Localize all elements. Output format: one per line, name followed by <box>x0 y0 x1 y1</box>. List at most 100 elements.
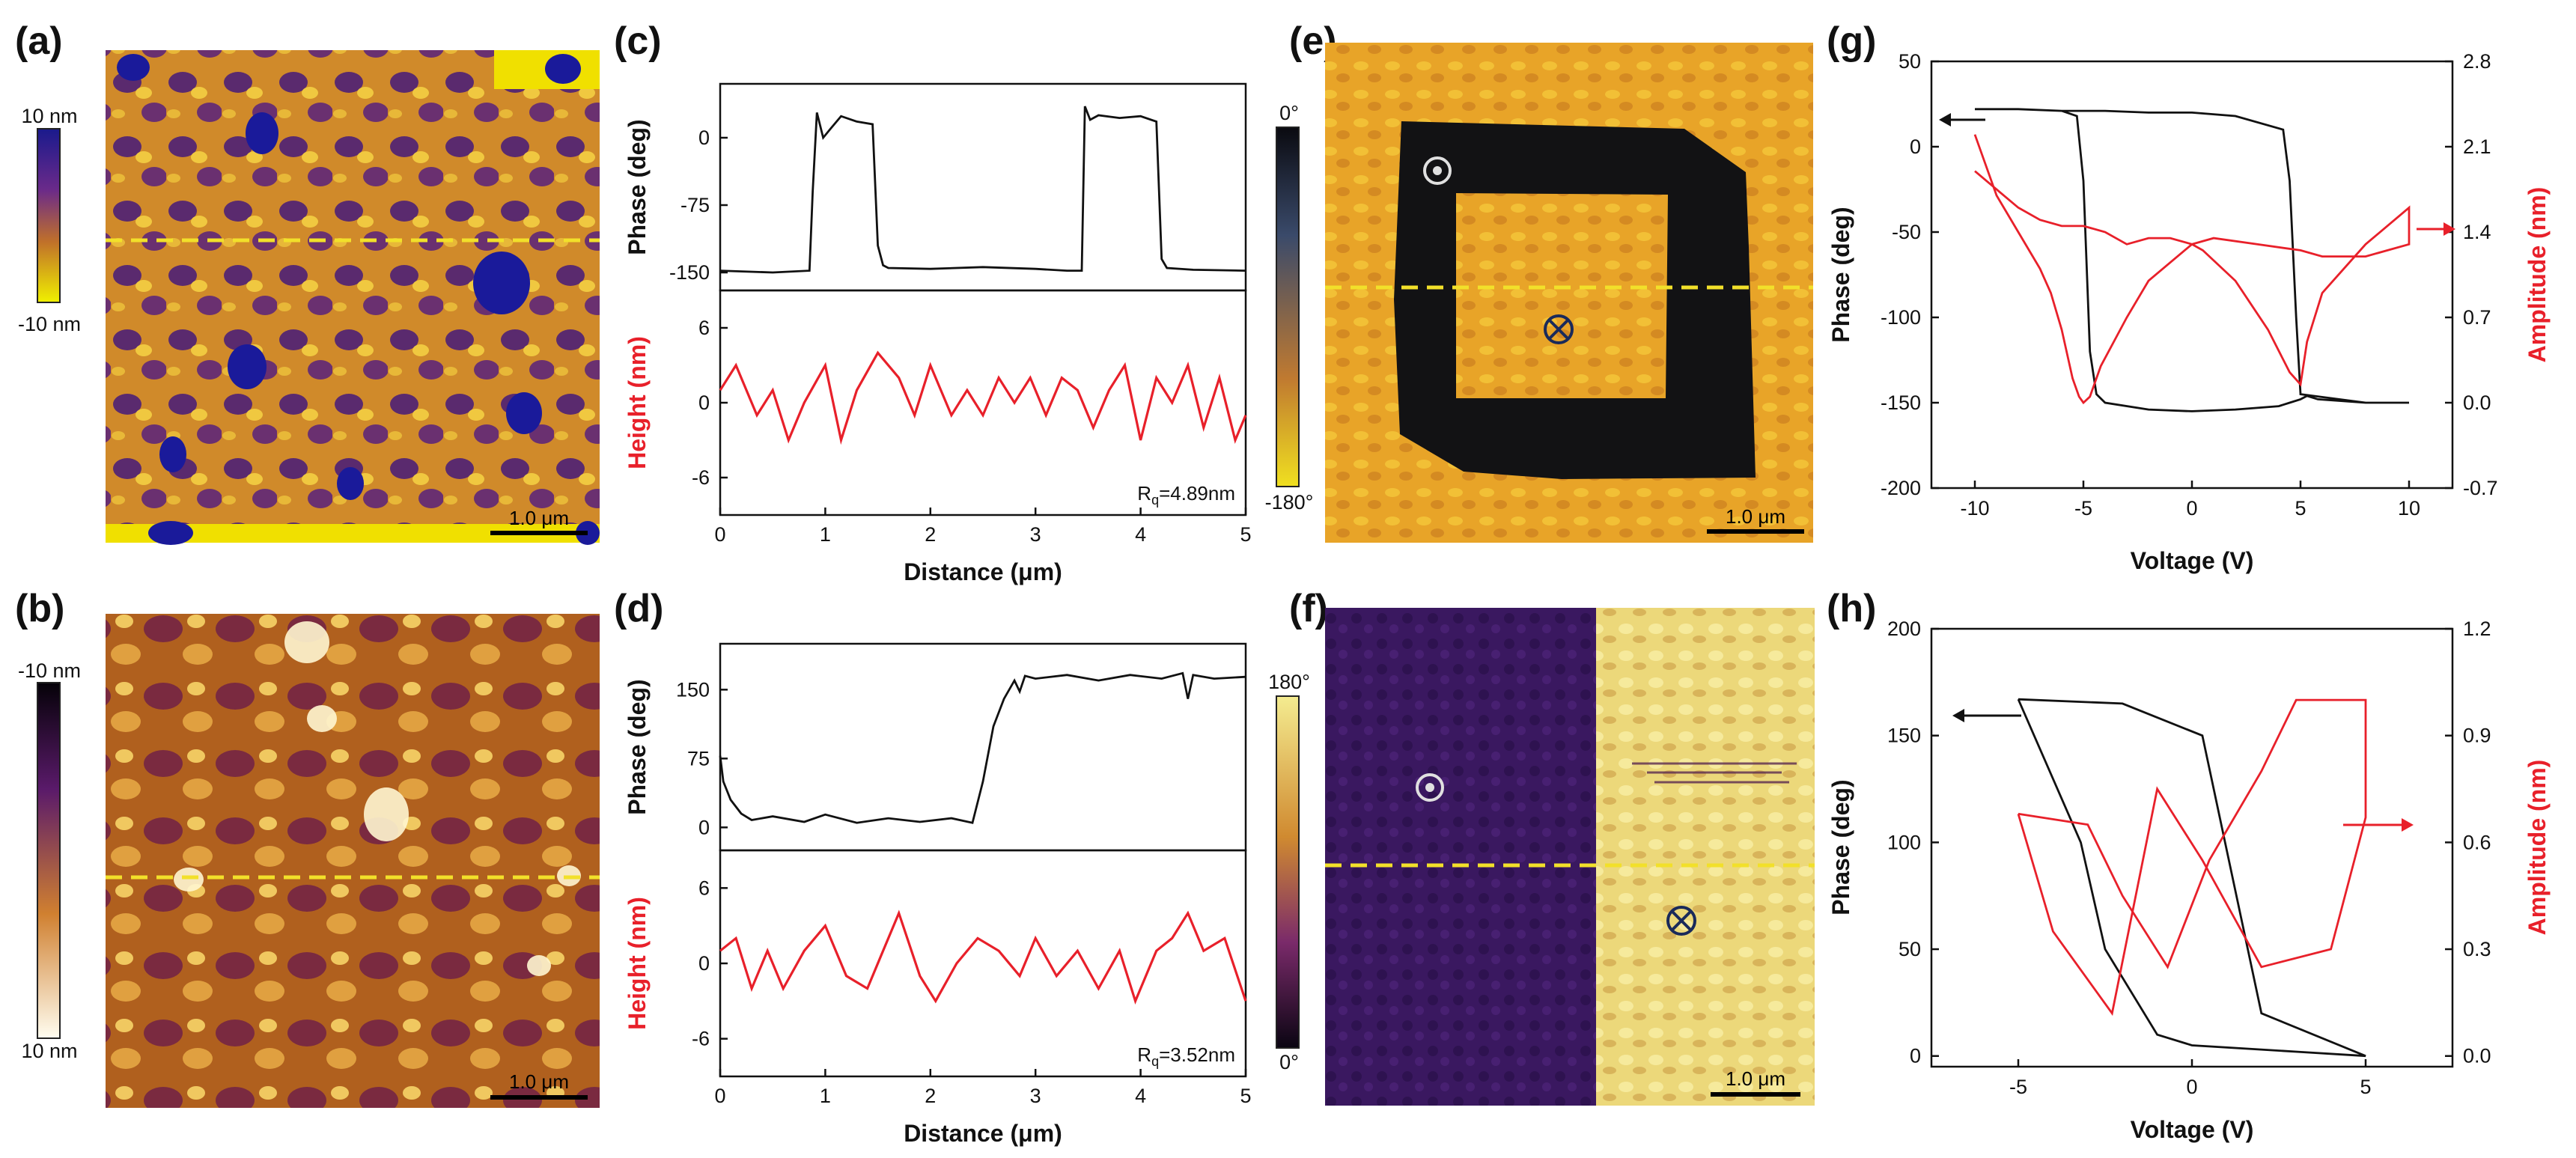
panel-a: (a) 10 nm -10 nm 1.0 μm <box>15 19 600 545</box>
panel-d-height-series <box>719 909 1247 1005</box>
panel-h-ylabel-left: Phase (deg) <box>1827 779 1854 915</box>
panel-h-amplitude-loop <box>2017 698 2367 1017</box>
panel-c-xlabel: Distance (μm) <box>904 558 1062 585</box>
h-ytick-left-label: 150 <box>1887 725 1921 747</box>
d-bottom-ytick-label: 0 <box>698 952 710 975</box>
g-ytick-left-label: 0 <box>1910 135 1921 158</box>
panel-d-bottom-yticks: 6 0 -6 <box>692 877 728 1050</box>
panel-b-bright-grains <box>174 621 581 976</box>
h-ytick-left-label: 100 <box>1887 831 1921 853</box>
c-xtick-label: 5 <box>1240 523 1251 546</box>
panel-h-label: (h) <box>1827 587 1876 630</box>
panel-f-colorbar-max: 180° <box>1268 671 1310 693</box>
panel-g-frame <box>1930 60 2454 490</box>
panel-g-ticks: -10 -5 0 5 10500-50-100-150-2002.82.11.40.70… <box>1881 50 2498 519</box>
panel-b-afm-topography <box>106 614 600 1108</box>
panel-a-dark-grains <box>117 54 600 545</box>
g-ytick-left-label: -150 <box>1881 391 1921 414</box>
panel-c-height-series <box>719 350 1247 445</box>
panel-d-top-ylabel: Phase (deg) <box>624 679 651 814</box>
panel-d-top-yticks: 150 75 0 <box>676 678 728 838</box>
c-xtick-label: 1 <box>820 523 831 546</box>
g-ytick-right-label: 2.8 <box>2463 50 2491 73</box>
panel-a-label: (a) <box>15 19 63 63</box>
g-xtick-label: -10 <box>1960 497 1989 519</box>
panel-e: (e) 0° -180° 1.0 μm <box>1265 19 1813 543</box>
panel-d-bottom-ylabel: Height (nm) <box>624 897 651 1030</box>
panel-f-scalebar-label: 1.0 μm <box>1726 1067 1785 1090</box>
panel-g-label: (g) <box>1827 19 1876 63</box>
g-ytick-right-label: 1.4 <box>2463 221 2491 243</box>
panel-d-phase-series <box>719 671 1246 824</box>
g-xtick-label: -5 <box>2074 497 2092 519</box>
panel-e-colorbar <box>1276 127 1300 487</box>
panel-d-xticks: 0 1 2 3 4 5 <box>714 1069 1252 1107</box>
h-xtick-label: 5 <box>2360 1076 2371 1098</box>
panel-b-colorbar-max: -10 nm <box>18 659 81 682</box>
c-bottom-ytick-label: -6 <box>692 466 710 489</box>
panel-b-colorbar <box>37 682 61 1039</box>
panel-a-colorbar-max: 10 nm <box>21 105 77 127</box>
g-ytick-left-label: -100 <box>1881 306 1921 329</box>
panel-f-dot-symbol <box>1416 773 1444 802</box>
g-ytick-right-label: 0.7 <box>2463 306 2491 329</box>
panel-c-phase-series <box>719 106 1246 274</box>
panel-f-colorbar <box>1276 695 1300 1049</box>
panel-d-label: (d) <box>614 587 663 630</box>
panel-h-amplitude-axis-arrow <box>2343 818 2414 832</box>
panel-d: (d) 150 75 0 6 0 -6 0 1 2 3 4 5 Phase (deg) Heigh… <box>614 587 1252 1147</box>
panel-g-ylabel-left: Phase (deg) <box>1827 207 1854 342</box>
panel-c: (c) 0 -75 -150 6 0 -6 0 1 2 3 4 5 Phase (deg) Hei… <box>614 19 1252 585</box>
c-xtick-label: 0 <box>714 523 725 546</box>
h-ytick-right-label: 0.9 <box>2463 725 2491 747</box>
panel-a-colorbar <box>37 128 61 303</box>
d-top-ytick-label: 150 <box>676 678 710 701</box>
g-xtick-label: 5 <box>2295 497 2306 519</box>
panel-c-top-ylabel: Phase (deg) <box>624 119 651 255</box>
panel-f: (f) 180° 0° 1.0 μm <box>1268 587 1815 1106</box>
panel-d-bottom-frame <box>719 849 1247 1078</box>
panel-h: (h) -5 0 5 200 150 100 50 0 1.2 0.9 0.6 0.3 0.0 Phas… <box>1827 587 2551 1143</box>
d-bottom-ytick-label: -6 <box>692 1028 710 1050</box>
panel-h-phase-loop <box>2017 698 2366 1058</box>
panel-c-rq-annotation: Rq=4.89nm <box>1137 482 1235 508</box>
g-ytick-left-label: -50 <box>1892 221 1921 243</box>
panel-e-cross-symbol <box>1544 314 1574 344</box>
h-ytick-right-label: 0.0 <box>2463 1045 2491 1067</box>
panel-c-top-frame <box>719 82 1247 292</box>
d-bottom-ytick-label: 6 <box>698 877 710 899</box>
panel-h-ylabel-right: Amplitude (nm) <box>2524 760 2551 936</box>
panel-f-label: (f) <box>1289 587 1328 630</box>
panel-b-colorbar-min: 10 nm <box>21 1040 77 1062</box>
panel-h-ticks: -5 0 5 200 150 100 50 0 1.2 0.9 0.6 0.3 0.0 <box>1887 618 2491 1098</box>
g-ytick-left-label: 50 <box>1898 50 1921 73</box>
d-xtick-label: 0 <box>714 1085 725 1107</box>
c-top-ytick-label: -150 <box>669 261 710 284</box>
c-top-ytick-label: 0 <box>698 127 710 149</box>
d-xtick-label: 5 <box>1240 1085 1251 1107</box>
c-bottom-ytick-label: 6 <box>698 317 710 339</box>
panel-a-scalebar-label: 1.0 μm <box>509 507 569 529</box>
panel-d-top-frame <box>719 642 1247 852</box>
g-ytick-right-label: 0.0 <box>2463 391 2491 414</box>
panel-b: (b) -10 nm 10 nm 1.0 μm <box>15 587 600 1108</box>
panel-e-dot-symbol <box>1423 156 1452 185</box>
g-ytick-right-label: -0.7 <box>2463 477 2498 499</box>
panel-h-xlabel: Voltage (V) <box>2131 1116 2254 1143</box>
h-ytick-left-label: 0 <box>1910 1045 1921 1067</box>
panel-g-amplitude-loop <box>1973 134 2411 405</box>
panel-c-bottom-ylabel: Height (nm) <box>624 336 651 469</box>
h-ytick-right-label: 0.6 <box>2463 831 2491 853</box>
panel-d-xlabel: Distance (μm) <box>904 1120 1062 1147</box>
panel-g-ylabel-right: Amplitude (nm) <box>2524 187 2551 363</box>
panel-b-label: (b) <box>15 587 64 630</box>
panel-e-colorbar-max: 0° <box>1279 102 1299 124</box>
g-xtick-label: 10 <box>2398 497 2420 519</box>
g-ytick-right-label: 2.1 <box>2463 135 2491 158</box>
panel-g-amplitude-axis-arrow <box>2417 222 2455 236</box>
h-ytick-right-label: 1.2 <box>2463 618 2491 640</box>
g-xtick-label: 0 <box>2186 497 2197 519</box>
panel-f-scan-streaks <box>1632 762 1797 784</box>
c-xtick-label: 2 <box>925 523 936 546</box>
